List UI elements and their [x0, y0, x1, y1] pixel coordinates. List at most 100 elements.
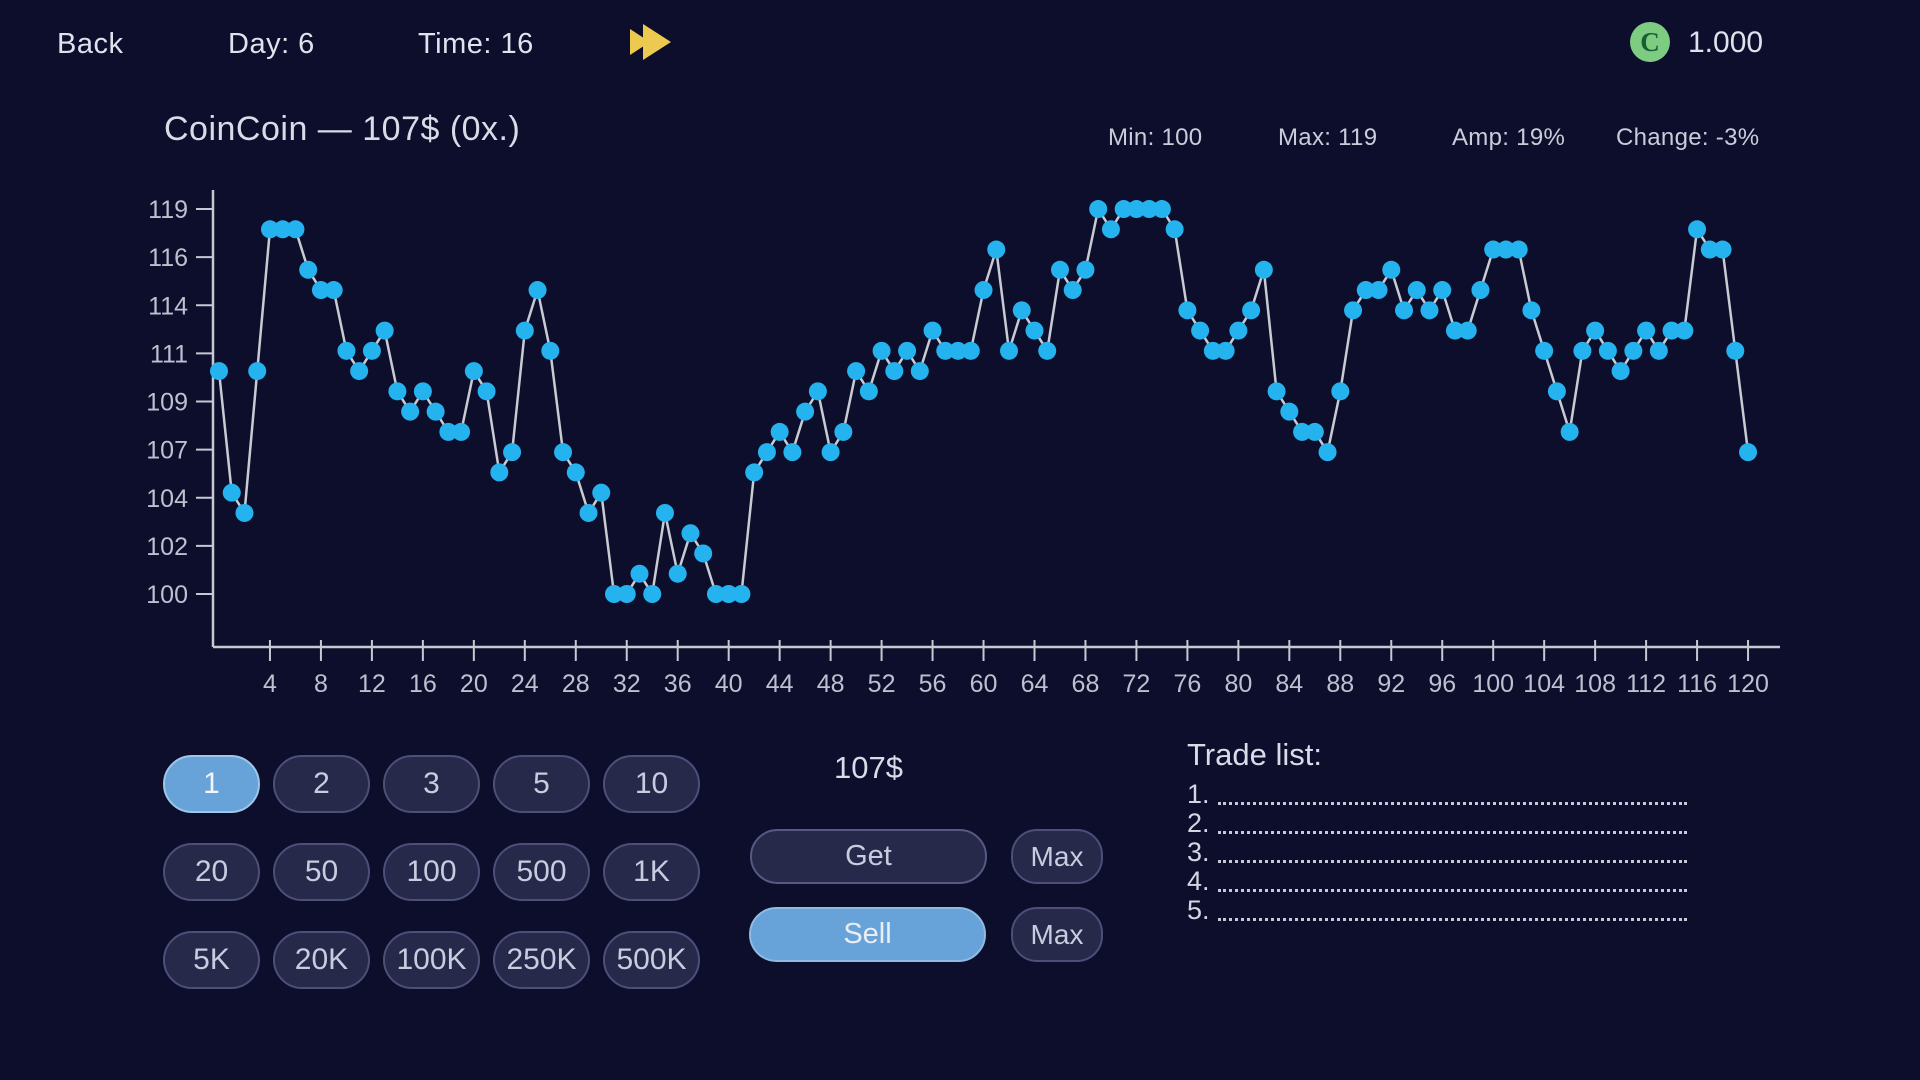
amount-button-100K[interactable]: 100K	[383, 931, 480, 989]
chart-point	[1089, 200, 1108, 219]
x-tick-label: 72	[1123, 670, 1151, 698]
chart-point	[1688, 220, 1707, 239]
trade-list: 1. 2. 3. 4. 5.	[1187, 779, 1687, 926]
chart-point	[1496, 240, 1515, 259]
chart-point	[1420, 301, 1439, 320]
chart-point	[643, 585, 662, 603]
chart-point	[362, 341, 381, 360]
chart-point	[1038, 341, 1057, 360]
get-max-button[interactable]: Max	[1011, 829, 1103, 884]
chart-point	[821, 443, 840, 462]
x-tick-label: 16	[409, 670, 437, 698]
trade-item-dotted-line	[1217, 831, 1687, 834]
chart-point	[1700, 240, 1719, 259]
amount-button-50[interactable]: 50	[273, 843, 370, 901]
chart-point	[681, 524, 700, 543]
chart-point	[248, 362, 267, 381]
time-label: Time: 16	[418, 28, 534, 60]
chart-point	[1344, 301, 1363, 320]
chart-point	[528, 281, 547, 300]
chart-point	[1445, 321, 1464, 340]
x-tick-label: 60	[970, 670, 998, 698]
trade-item-dotted-line	[1217, 918, 1687, 921]
y-tick-label: 119	[148, 196, 188, 224]
stat-amp: Amp: 19%	[1452, 124, 1566, 151]
chart-point	[464, 362, 483, 381]
chart-point	[1242, 301, 1261, 320]
chart-point	[273, 220, 292, 239]
chart-point	[413, 382, 432, 401]
chart-point	[1216, 341, 1235, 360]
x-tick-label: 4	[263, 670, 277, 698]
chart-point	[1713, 240, 1732, 259]
amount-button-20K[interactable]: 20K	[273, 931, 370, 989]
chart-point	[260, 220, 279, 239]
chart-point	[1624, 341, 1643, 360]
get-button[interactable]: Get	[750, 829, 987, 884]
y-tick-label: 104	[146, 485, 188, 513]
x-tick-label: 92	[1377, 670, 1405, 698]
sell-button[interactable]: Sell	[749, 907, 986, 962]
balance-label: 1.000	[1688, 26, 1764, 59]
amount-button-5[interactable]: 5	[493, 755, 590, 813]
amount-button-20[interactable]: 20	[163, 843, 260, 901]
chart-point	[630, 564, 649, 583]
amount-button-10[interactable]: 10	[603, 755, 700, 813]
coin-icon: C	[1630, 22, 1670, 62]
y-tick-label: 109	[146, 389, 188, 417]
sell-max-button[interactable]: Max	[1011, 907, 1103, 962]
chart-point	[515, 321, 534, 340]
chart-point	[1739, 443, 1758, 462]
chart-point	[375, 321, 394, 340]
chart-point	[987, 240, 1006, 259]
chart-point	[579, 503, 598, 522]
chart-point	[1637, 321, 1656, 340]
fast-forward-button[interactable]	[628, 22, 678, 67]
amount-button-5K[interactable]: 5K	[163, 931, 260, 989]
chart-point	[1471, 281, 1490, 300]
chart-point	[286, 220, 305, 239]
chart-point	[770, 422, 789, 441]
amount-button-1K[interactable]: 1K	[603, 843, 700, 901]
chart-point	[859, 382, 878, 401]
chart-point	[1000, 341, 1019, 360]
chart-point	[1025, 321, 1044, 340]
trade-item-number: 2.	[1187, 808, 1210, 838]
day-label: Day: 6	[228, 28, 315, 60]
chart-point	[1522, 301, 1541, 320]
amount-button-3[interactable]: 3	[383, 755, 480, 813]
trade-list-item: 1.	[1187, 779, 1687, 810]
chart-point	[1458, 321, 1477, 340]
chart-point	[1535, 341, 1554, 360]
chart-point	[1649, 341, 1668, 360]
chart-point	[834, 422, 853, 441]
chart-point	[1433, 281, 1452, 300]
trade-list-item: 5.	[1187, 895, 1687, 926]
chart-point	[350, 362, 369, 381]
amount-button-500[interactable]: 500	[493, 843, 590, 901]
chart-point	[299, 260, 318, 279]
y-tick-label: 116	[148, 244, 188, 272]
x-tick-label: 28	[562, 670, 590, 698]
amount-button-2[interactable]: 2	[273, 755, 370, 813]
chart-point	[1127, 200, 1146, 219]
chart-point	[1280, 402, 1299, 421]
trade-item-dotted-line	[1217, 860, 1687, 863]
trade-item-number: 3.	[1187, 837, 1210, 867]
chart-point	[1305, 422, 1324, 441]
x-tick-label: 32	[613, 670, 641, 698]
chart-point	[1076, 260, 1095, 279]
chart-point	[1484, 240, 1503, 259]
amount-button-250K[interactable]: 250K	[493, 931, 590, 989]
amount-button-1[interactable]: 1	[163, 755, 260, 813]
y-tick-label: 107	[146, 437, 188, 465]
chart-title: CoinCoin — 107$ (0x.)	[164, 110, 521, 148]
x-tick-label: 96	[1428, 670, 1456, 698]
back-button[interactable]: Back	[57, 28, 124, 60]
x-tick-label: 40	[715, 670, 743, 698]
trade-list-title: Trade list:	[1187, 737, 1322, 772]
amount-button-100[interactable]: 100	[383, 843, 480, 901]
amount-button-500K[interactable]: 500K	[603, 931, 700, 989]
amount-button-grid: 1 2 3 5 10 20 50 100 500 1K 5K 20K 100K 250K 500K	[163, 755, 700, 989]
y-tick-label: 111	[150, 340, 188, 368]
